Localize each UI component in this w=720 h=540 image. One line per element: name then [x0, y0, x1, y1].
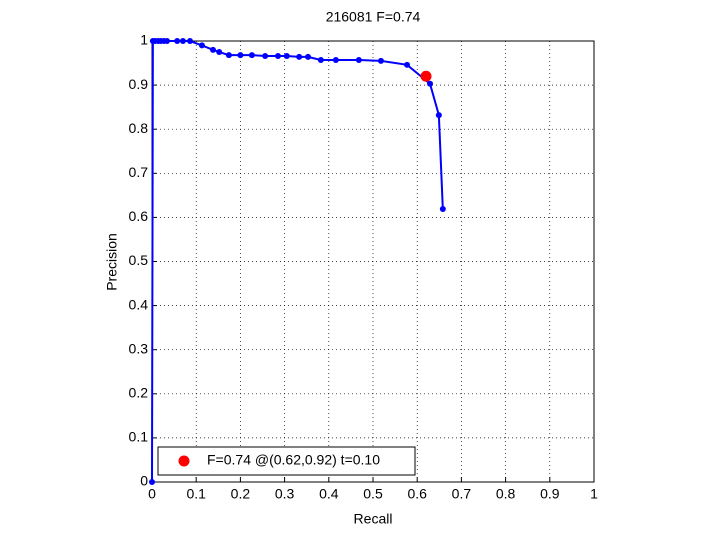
point — [305, 53, 312, 60]
point — [209, 46, 216, 53]
point — [262, 52, 269, 59]
y-axis-label: Precision — [104, 233, 120, 291]
point — [248, 52, 255, 59]
point — [225, 52, 232, 59]
point — [179, 38, 186, 44]
x-tick-label: 0.8 — [496, 486, 516, 502]
point — [216, 49, 223, 56]
y-tick-label: 0 — [140, 473, 148, 489]
point — [198, 42, 205, 49]
highlight-point — [420, 70, 432, 82]
point — [435, 112, 442, 119]
y-tick-label: 0.8 — [129, 120, 149, 136]
point — [439, 206, 446, 213]
x-tick-label: 0.4 — [319, 486, 339, 502]
x-tick-label: 1 — [590, 486, 598, 502]
point — [187, 38, 194, 44]
legend-label: F=0.74 @(0.62,0.92) t=0.10 — [207, 452, 380, 468]
point — [355, 56, 362, 63]
point — [317, 56, 324, 63]
y-tick-label: 0.9 — [129, 76, 149, 92]
point — [237, 52, 244, 59]
y-tick-label: 0.2 — [129, 385, 149, 401]
x-tick-label: 0.1 — [186, 486, 206, 502]
point — [274, 52, 281, 59]
y-tick-label: 1 — [140, 32, 148, 48]
legend-marker — [178, 455, 190, 467]
x-tick-label: 0.7 — [452, 486, 472, 502]
x-tick-label: 0 — [148, 486, 156, 502]
x-tick-label: 0.3 — [275, 486, 295, 502]
x-tick-label: 0.9 — [540, 486, 560, 502]
point — [296, 53, 303, 60]
point — [174, 38, 181, 44]
point — [427, 80, 434, 87]
y-tick-label: 0.5 — [129, 252, 149, 268]
point — [164, 38, 171, 44]
x-tick-label: 0.6 — [407, 486, 427, 502]
x-tick-label: 0.2 — [231, 486, 251, 502]
y-tick-label: 0.7 — [129, 164, 149, 180]
legend-box — [157, 446, 416, 476]
point — [332, 56, 339, 63]
point — [377, 57, 384, 64]
x-axis-label: Recall — [354, 511, 393, 527]
point — [404, 61, 411, 68]
y-tick-label: 0.6 — [129, 208, 149, 224]
x-tick-label: 0.5 — [363, 486, 383, 502]
y-tick-label: 0.1 — [129, 429, 149, 445]
y-tick-label: 0.4 — [129, 296, 149, 312]
point — [283, 52, 290, 59]
point — [149, 479, 155, 485]
chart-title: 216081 F=0.74 — [326, 9, 421, 25]
y-tick-label: 0.3 — [129, 340, 149, 356]
